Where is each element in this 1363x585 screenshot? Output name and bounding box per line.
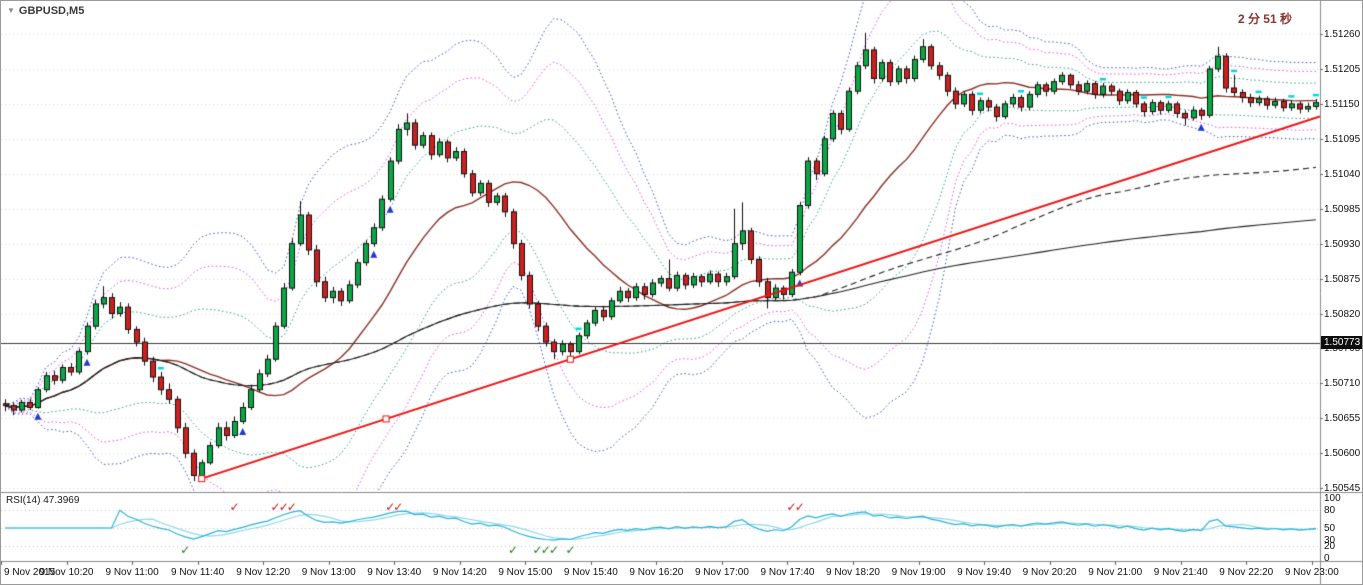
candle-countdown-timer: 2 分 51 秒 — [1237, 12, 1292, 26]
dropdown-triangle-icon[interactable]: ▼ — [7, 6, 15, 15]
current-price-tag: 1.50773 — [1321, 336, 1362, 350]
symbol-text: GBPUSD,M5 — [18, 5, 85, 17]
rsi-indicator-label: RSI(14) 47.3969 — [6, 495, 80, 506]
symbol-label[interactable]: ▼ GBPUSD,M5 — [7, 5, 84, 17]
